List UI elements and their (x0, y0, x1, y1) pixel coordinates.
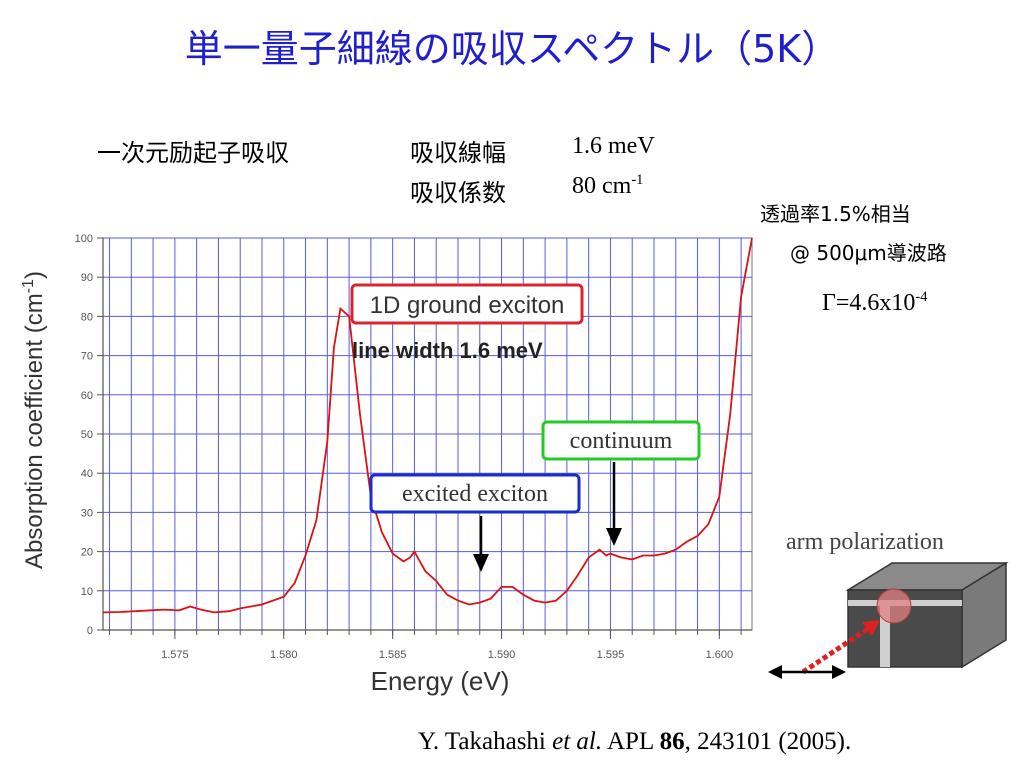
y-tick-label: 80 (81, 311, 93, 323)
coeff-value-exp: -1 (631, 172, 644, 188)
citation-volume: 86 (659, 728, 685, 755)
wire-vertical-layer (880, 600, 890, 667)
gamma-base: Γ=4.6x10 (822, 290, 916, 316)
ground-exciton-box (350, 283, 584, 325)
quantum-wire-diagram (768, 561, 1009, 679)
y-tick-label: 20 (81, 547, 93, 559)
citation: Y. Takahashi et al. APL 86, 243101 (2005… (418, 728, 851, 756)
coeff-label: 吸収係数 (410, 179, 506, 207)
y-tick-label: 100 (75, 233, 93, 245)
continuum-arrow-head (606, 528, 622, 546)
gamma-exp: -4 (915, 289, 928, 305)
section-label: 一次元励起子吸収 (97, 139, 289, 167)
line-width-label: line width 1.6 meV (352, 338, 543, 363)
x-tick-label: 1.600 (706, 649, 734, 661)
x-tick-label: 1.590 (488, 649, 516, 661)
x-tick-label: 1.575 (161, 649, 189, 661)
waveguide-note: @ 500μm導波路 (790, 241, 947, 265)
y-axis-label-base: Absorption coefficient (cm (21, 293, 48, 569)
absorption-curve (102, 237, 753, 614)
gamma-value: Γ=4.6x10-4 (822, 290, 927, 317)
x-tick-label: 1.595 (597, 649, 625, 661)
y-tick-label: 90 (81, 272, 93, 284)
coeff-value: 80 cm-1 (572, 173, 643, 200)
y-tick-label: 40 (81, 468, 93, 480)
arm-polarization-label: arm polarization (786, 529, 944, 555)
citation-pages: , 243101 (2005). (684, 728, 852, 755)
citation-author: Y. Takahashi (418, 728, 546, 755)
y-tick-label: 60 (81, 390, 93, 402)
chart-ticks: 0 10 20 30 40 50 60 70 80 90 100 1.575 1.580 1.585 1.5… (75, 233, 742, 661)
y-tick-label: 10 (81, 586, 93, 598)
excited-arrow-head (473, 554, 489, 572)
ground-exciton-label: 1D ground exciton (370, 292, 565, 319)
x-tick-label: 1.585 (379, 649, 407, 661)
polarization-arrow-right (832, 665, 846, 679)
transmittance-note: 透過率1.5%相当 (760, 202, 911, 226)
x-axis-label: Energy (eV) (371, 666, 510, 696)
laser-beam (801, 623, 874, 675)
slide-title: 単一量子細線の吸収スペクトル（5K） (184, 27, 840, 71)
polarization-arrow-left (768, 665, 782, 679)
wire-focus-spot (876, 588, 912, 624)
y-tick-label: 30 (81, 507, 93, 519)
coeff-value-base: 80 cm (572, 173, 632, 199)
laser-beam-head (862, 620, 880, 636)
y-axis-label: Absorption coefficient (cm-1) (20, 271, 48, 569)
continuum-box (541, 420, 701, 461)
linewidth-label: 吸収線幅 (410, 139, 506, 167)
y-tick-label: 70 (81, 351, 93, 363)
y-axis-label-close: ) (21, 271, 48, 279)
citation-journal: APL (607, 728, 654, 755)
y-axis-label-exp: -1 (20, 279, 37, 293)
citation-etal: et al. (552, 728, 603, 755)
continuum-label: continuum (570, 428, 673, 454)
y-tick-label: 0 (87, 625, 93, 637)
x-tick-label: 1.580 (270, 649, 298, 661)
linewidth-value: 1.6 meV (572, 133, 655, 159)
excited-exciton-box (369, 473, 581, 514)
y-tick-label: 50 (81, 429, 93, 441)
excited-exciton-label: excited exciton (402, 481, 548, 507)
